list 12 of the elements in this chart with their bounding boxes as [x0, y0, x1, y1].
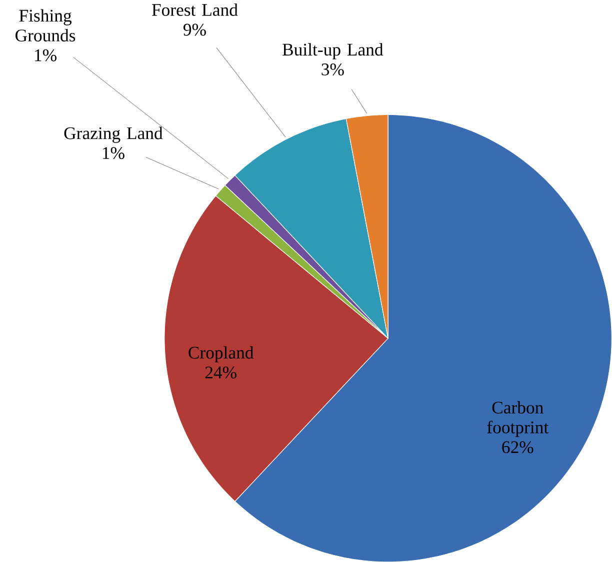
- slice-label: Grazing Land: [64, 126, 163, 143]
- slice-label: Fishing Grounds: [16, 9, 76, 42]
- data-label: 3%: [322, 63, 344, 76]
- data-label: 1%: [35, 49, 56, 62]
- slice-label: Cropland: [188, 346, 254, 362]
- data-label: 24%: [205, 366, 236, 378]
- data-label: 62%: [502, 441, 534, 454]
- data-label: 1%: [102, 146, 124, 159]
- data-label: 9%: [183, 24, 206, 36]
- slice-label: Built-up Land: [282, 43, 384, 60]
- slice-label: Forest Land: [152, 3, 238, 16]
- slice-label: Carbon footprint: [487, 400, 549, 437]
